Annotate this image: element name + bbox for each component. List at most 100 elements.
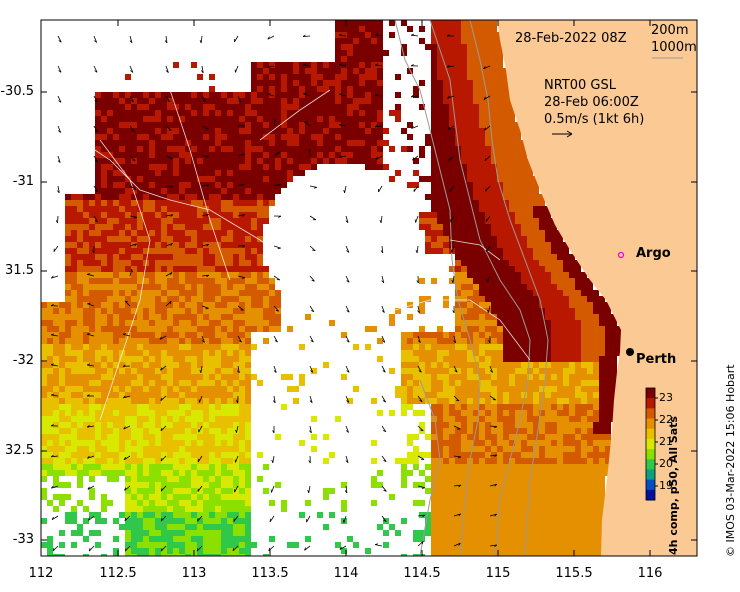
current-arrow <box>57 215 59 224</box>
current-arrow <box>93 95 98 103</box>
current-arrow <box>51 394 59 397</box>
colorbar-swatch <box>646 449 655 460</box>
current-arrow <box>309 245 316 251</box>
current-arrow <box>165 35 168 43</box>
current-arrow <box>308 485 311 493</box>
current-arrow <box>489 365 493 373</box>
current-arrow <box>417 514 425 517</box>
current-arrow <box>235 65 239 73</box>
current-arrow <box>489 544 497 547</box>
current-arrow <box>345 215 349 223</box>
current-arrow <box>309 215 317 221</box>
current-arrow <box>232 545 239 552</box>
current-arrow <box>51 275 59 279</box>
current-arrow <box>302 35 311 37</box>
current-arrow <box>345 335 350 343</box>
current-arrow <box>267 65 275 69</box>
current-arrow <box>88 545 95 552</box>
current-arrow <box>489 425 498 428</box>
current-arrow <box>201 305 209 309</box>
colorbar-swatch <box>646 418 655 430</box>
current-arrow <box>51 485 59 489</box>
current-arrow <box>237 95 242 103</box>
current-arrow <box>304 121 311 127</box>
colorbar-tick-label: 21 <box>659 435 673 448</box>
current-arrow <box>375 125 383 128</box>
current-arrow <box>267 93 275 97</box>
current-arrow <box>53 245 59 252</box>
current-arrow <box>417 365 422 373</box>
current-arrow <box>309 365 314 373</box>
current-arrow <box>339 155 347 159</box>
current-arrow <box>453 455 461 458</box>
colorbar-swatch <box>646 428 655 440</box>
current-arrow <box>201 184 209 187</box>
current-arrow <box>381 275 385 283</box>
current-arrow <box>381 425 387 433</box>
date-label: 28-Feb-2022 08Z <box>515 31 627 46</box>
current-arrow <box>57 95 62 103</box>
current-arrow <box>453 513 461 517</box>
y-tick-label: -31 <box>12 174 34 189</box>
current-arrow <box>160 395 167 401</box>
current-arrow <box>57 125 62 133</box>
current-arrow <box>381 395 386 403</box>
current-arrow <box>375 34 383 37</box>
current-arrow <box>201 243 209 247</box>
current-arrow <box>87 303 95 307</box>
current-arrow <box>483 95 491 100</box>
current-arrow <box>308 149 311 157</box>
current-arrow <box>417 425 424 431</box>
current-arrow <box>309 185 317 188</box>
current-arrow <box>200 35 203 44</box>
current-arrow <box>165 155 173 159</box>
current-arrow <box>344 185 347 193</box>
current-arrow <box>160 485 167 492</box>
current-arrow <box>345 425 349 433</box>
current-arrow <box>485 185 491 192</box>
current-arrow <box>87 425 95 428</box>
current-arrow <box>160 515 167 522</box>
legend-model: NRT00 GSL <box>544 78 616 93</box>
current-arrow <box>453 335 456 343</box>
current-arrow <box>165 65 169 73</box>
perth-label: Perth <box>636 352 677 367</box>
current-arrow <box>489 395 497 401</box>
current-arrow <box>416 245 419 253</box>
current-arrow <box>415 215 419 223</box>
current-arrow <box>381 485 387 492</box>
current-arrow <box>273 119 276 127</box>
current-arrow <box>267 35 275 40</box>
current-arrow <box>237 365 240 373</box>
current-arrow <box>237 124 246 127</box>
current-arrow <box>309 335 314 343</box>
current-arrow <box>304 545 311 551</box>
current-arrow <box>302 64 311 67</box>
current-arrow <box>237 153 245 157</box>
current-arrow <box>381 245 384 254</box>
current-arrow <box>449 185 455 192</box>
colorbar-swatch <box>646 479 655 491</box>
colorbar-tick-label: 22 <box>659 413 673 426</box>
current-arrow <box>198 425 203 433</box>
current-arrow <box>234 35 239 43</box>
current-arrow <box>237 275 245 279</box>
current-arrow <box>123 333 131 337</box>
current-arrow <box>201 213 209 217</box>
current-arrow <box>57 185 60 193</box>
current-arrow <box>196 545 203 552</box>
current-arrow <box>87 485 95 490</box>
current-arrow <box>273 395 276 403</box>
plot-frame <box>40 19 698 557</box>
current-arrow <box>160 455 167 462</box>
current-arrow <box>124 515 131 522</box>
current-arrow <box>201 95 207 102</box>
current-arrow <box>345 245 350 253</box>
sst-field <box>41 20 623 556</box>
current-arrow <box>309 425 312 433</box>
current-arrow <box>411 34 419 37</box>
current-arrow <box>489 483 497 487</box>
current-arrow <box>417 541 424 547</box>
argo-marker <box>617 251 625 259</box>
current-arrow <box>345 455 349 463</box>
